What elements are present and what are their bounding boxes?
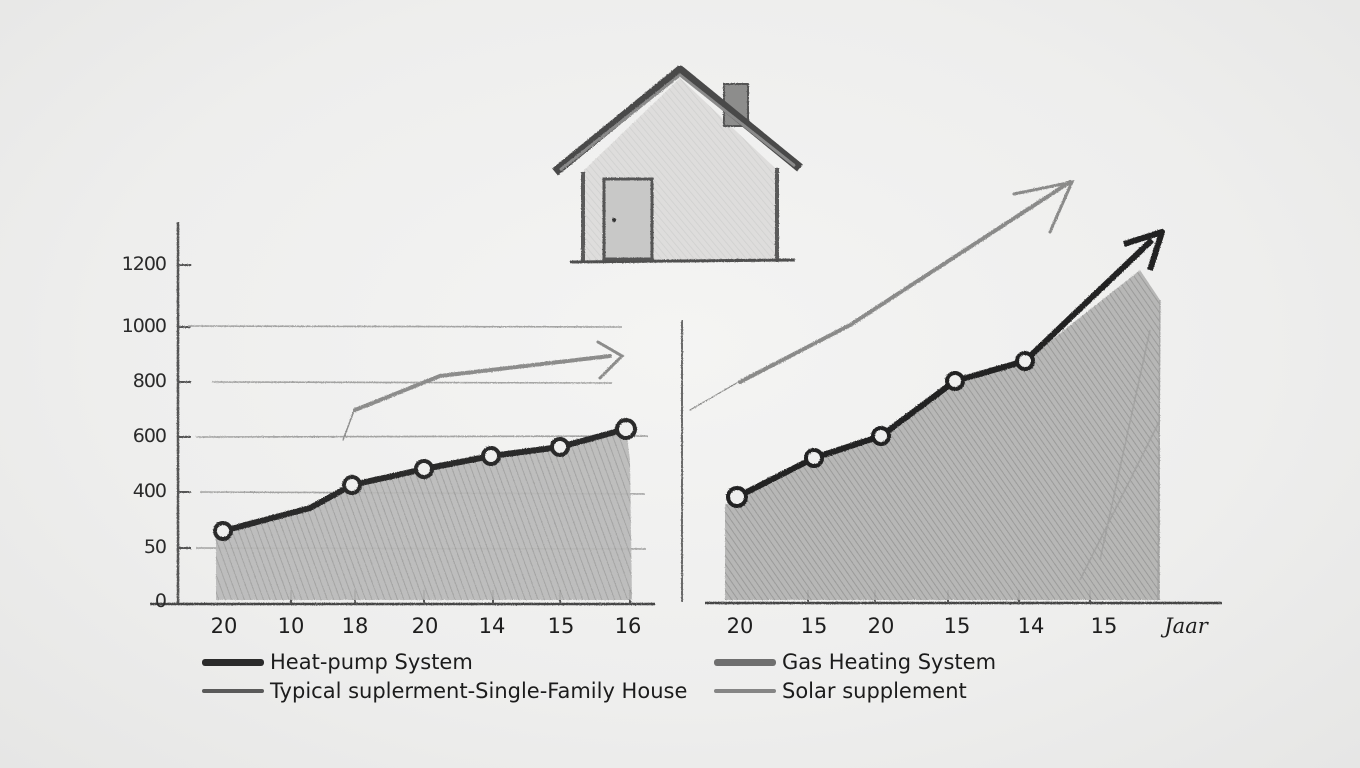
- y-tick-label: 0: [154, 590, 167, 612]
- x-tick-label: 18: [341, 614, 369, 638]
- left-chart-area: [216, 429, 632, 600]
- left-supplement-trend-arrow: [342, 340, 625, 441]
- x-tick-label: 20: [210, 614, 238, 638]
- x-tick-label: 16: [614, 614, 642, 638]
- right-chart-area: [725, 270, 1161, 601]
- legend-item-solar-supplement: Solar supplement: [714, 679, 967, 703]
- house-icon: [552, 65, 803, 264]
- x-tick-label: 15: [1090, 614, 1118, 638]
- x-tick-label: 10: [277, 614, 305, 638]
- solar-supplement-trend-arrow: [689, 179, 1075, 411]
- legend-swatch-light-line: [714, 689, 776, 693]
- x-tick-label: 20: [411, 614, 439, 638]
- legend-label: Typical suplerment-Single-Family House: [270, 679, 688, 703]
- gas-heating-series: [726, 229, 1165, 508]
- y-tick-label: 1200: [121, 253, 167, 275]
- heat-pump-series: [213, 418, 637, 541]
- x-tick-label: 14: [478, 614, 506, 638]
- legend-swatch-dark-line: [202, 658, 264, 666]
- legend-label: Gas Heating System: [782, 650, 997, 674]
- legend-label: Solar supplement: [782, 679, 967, 703]
- y-tick-label: 1000: [121, 315, 167, 337]
- x-tick-label: 14: [1017, 614, 1045, 638]
- legend-item-typical-supplement: Typical suplerment-Single-Family House: [202, 679, 687, 703]
- legend-label: Heat-pump System: [270, 650, 473, 674]
- x-tick-label: 15: [547, 614, 575, 638]
- x-axis-unit-label: Jaar: [1164, 614, 1208, 638]
- legend-item-heat-pump: Heat-pump System: [202, 650, 473, 674]
- x-tick-label: 20: [726, 614, 754, 638]
- y-tick-label: 800: [132, 370, 167, 392]
- y-tick-label: 600: [132, 425, 167, 447]
- x-tick-label: 15: [943, 614, 971, 638]
- x-tick-label: 15: [800, 614, 828, 638]
- x-tick-label: 20: [867, 614, 895, 638]
- y-tick-label: 400: [132, 480, 167, 502]
- legend-swatch-gray-line: [714, 658, 776, 666]
- legend-item-gas-heating: Gas Heating System: [714, 650, 996, 674]
- legend-swatch-light-line: [202, 689, 264, 693]
- y-tick-label: 50: [143, 536, 167, 558]
